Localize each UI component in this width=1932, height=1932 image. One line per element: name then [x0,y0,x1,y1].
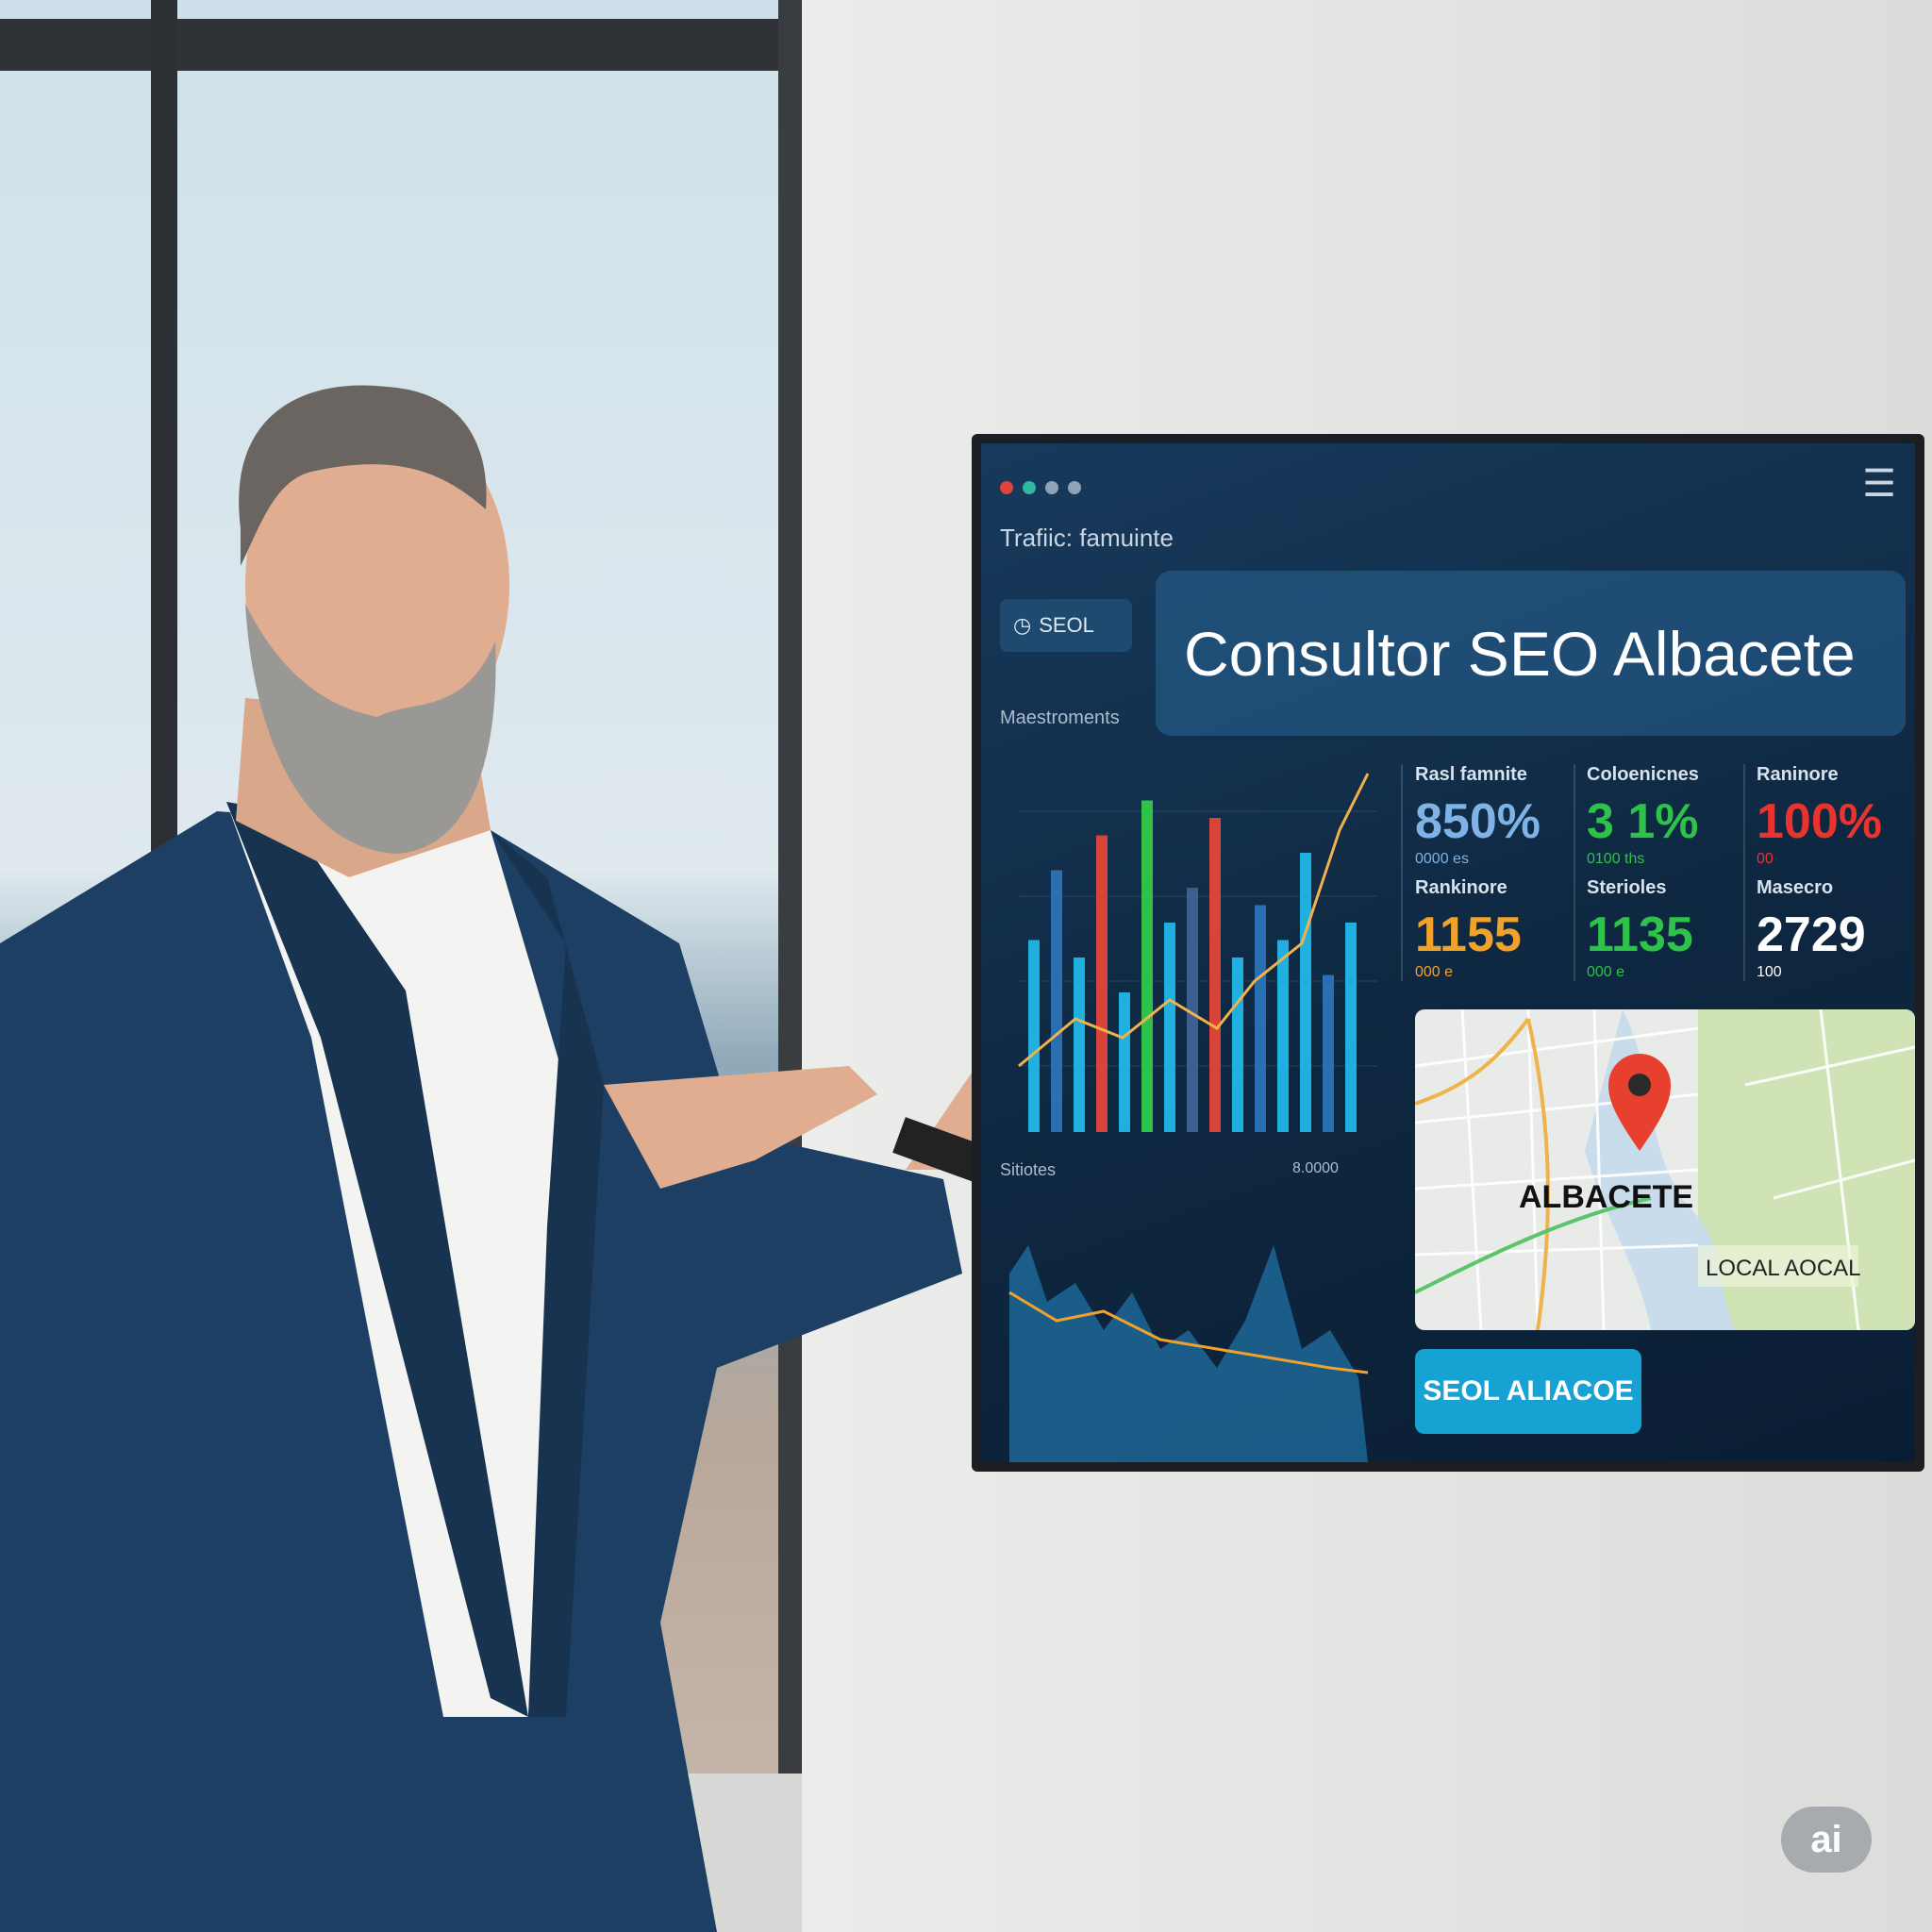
map-city-label: ALBACETE [1519,1179,1693,1215]
metric-value: 100% 00 [1757,793,1917,869]
page-title: Consultor SEO Albacete [1184,618,1856,689]
metric-card: Rasl famnite 850% 0000 es [1415,764,1575,869]
metric-number: 3 1% [1587,794,1699,849]
metric-number: 2729 [1757,908,1866,962]
clock-icon: ◷ [1013,613,1032,637]
area-chart [1008,1245,1369,1462]
metric-value: 2729 100 [1757,907,1917,982]
divider [1743,764,1745,981]
metric-card: Sterioles 1135 000 e [1587,877,1747,982]
map-area-label: LOCAL AOCAL [1706,1256,1861,1281]
bar [1028,940,1040,1132]
area [1009,1245,1368,1462]
area-line [1008,1291,1369,1374]
metric-value: 1135 000 e [1587,907,1747,982]
chart2-label: 8.0000 [1292,1160,1339,1176]
metric-sub: 0100 ths [1587,851,1645,867]
map-graphic: ALBACETE LOCAL AOCAL [1415,1009,1915,1330]
divider [1574,764,1575,981]
metric-card: Coloenicnes 3 1% 0100 ths [1587,764,1747,869]
sidebar-label: Maestroments [1000,708,1120,728]
search-icon[interactable] [1068,481,1081,494]
bar [1187,888,1198,1132]
bar [1051,870,1062,1132]
metric-number: 850% [1415,794,1541,849]
metric-sub: 0000 es [1415,851,1469,867]
window-dot[interactable] [1000,481,1013,494]
metric-sub: 100 [1757,964,1782,980]
side-button-label: SEOL [1039,613,1094,637]
metric-card: Raninore 100% 00 [1757,764,1917,869]
metric-value: 3 1% 0100 ths [1587,793,1747,869]
metric-label: Coloenicnes [1587,764,1699,785]
window-dot[interactable] [1023,481,1036,494]
seo-cta-button[interactable]: SEOL ALIACOE [1415,1349,1641,1434]
metric-number: 1135 [1587,908,1693,962]
metric-label: Masecro [1757,877,1834,898]
bar [1119,992,1130,1132]
map[interactable]: ALBACETE LOCAL AOCAL [1415,1009,1915,1330]
bar [1096,835,1108,1132]
metric-number: 1155 [1415,908,1522,962]
metric-number: 100% [1757,794,1882,849]
metric-label: Sterioles [1587,877,1667,898]
bar [1323,974,1334,1132]
bar [1345,923,1357,1132]
menu-icon[interactable]: ☰ [1862,463,1896,505]
window-frame-top [0,19,802,71]
ai-badge: ai [1781,1807,1872,1873]
bar [1074,958,1085,1132]
metric-sub: 00 [1757,851,1774,867]
metric-sub: 000 e [1587,964,1625,980]
title-banner: Consultor SEO Albacete [1156,571,1906,736]
metric-label: Rankinore [1415,877,1507,898]
map-pin-icon [1608,1054,1671,1151]
metric-label: Raninore [1757,764,1839,785]
bar [1255,905,1266,1132]
bar [1300,853,1311,1132]
metric-card: Masecro 2729 100 [1757,877,1917,982]
chart-footer-label: Sitiotes [1000,1160,1057,1179]
divider [1401,764,1403,981]
bar [1232,958,1243,1132]
bar [1164,923,1175,1132]
window-frame-right [778,0,802,1774]
bar [1209,818,1221,1132]
bar-chart [1018,773,1377,1132]
window-controls [1000,481,1091,499]
window-dot[interactable] [1045,481,1058,494]
side-button[interactable]: ◷ SEOL [1000,599,1132,652]
wall-display-dashboard: Trafiic: famuinte ◷ SEOL Consultor SEO Al… [972,434,1924,1472]
metric-card: Rankinore 1155 000 e [1415,877,1575,982]
metric-sub: 000 e [1415,964,1454,980]
bar [1277,940,1289,1132]
metric-label: Rasl famnite [1415,764,1527,785]
nav-title: Trafiic: famuinte [1000,524,1174,552]
metric-value: 850% 0000 es [1415,793,1575,869]
bar [1141,800,1153,1132]
trend-line [1018,773,1370,1068]
metric-value: 1155 000 e [1415,907,1575,982]
